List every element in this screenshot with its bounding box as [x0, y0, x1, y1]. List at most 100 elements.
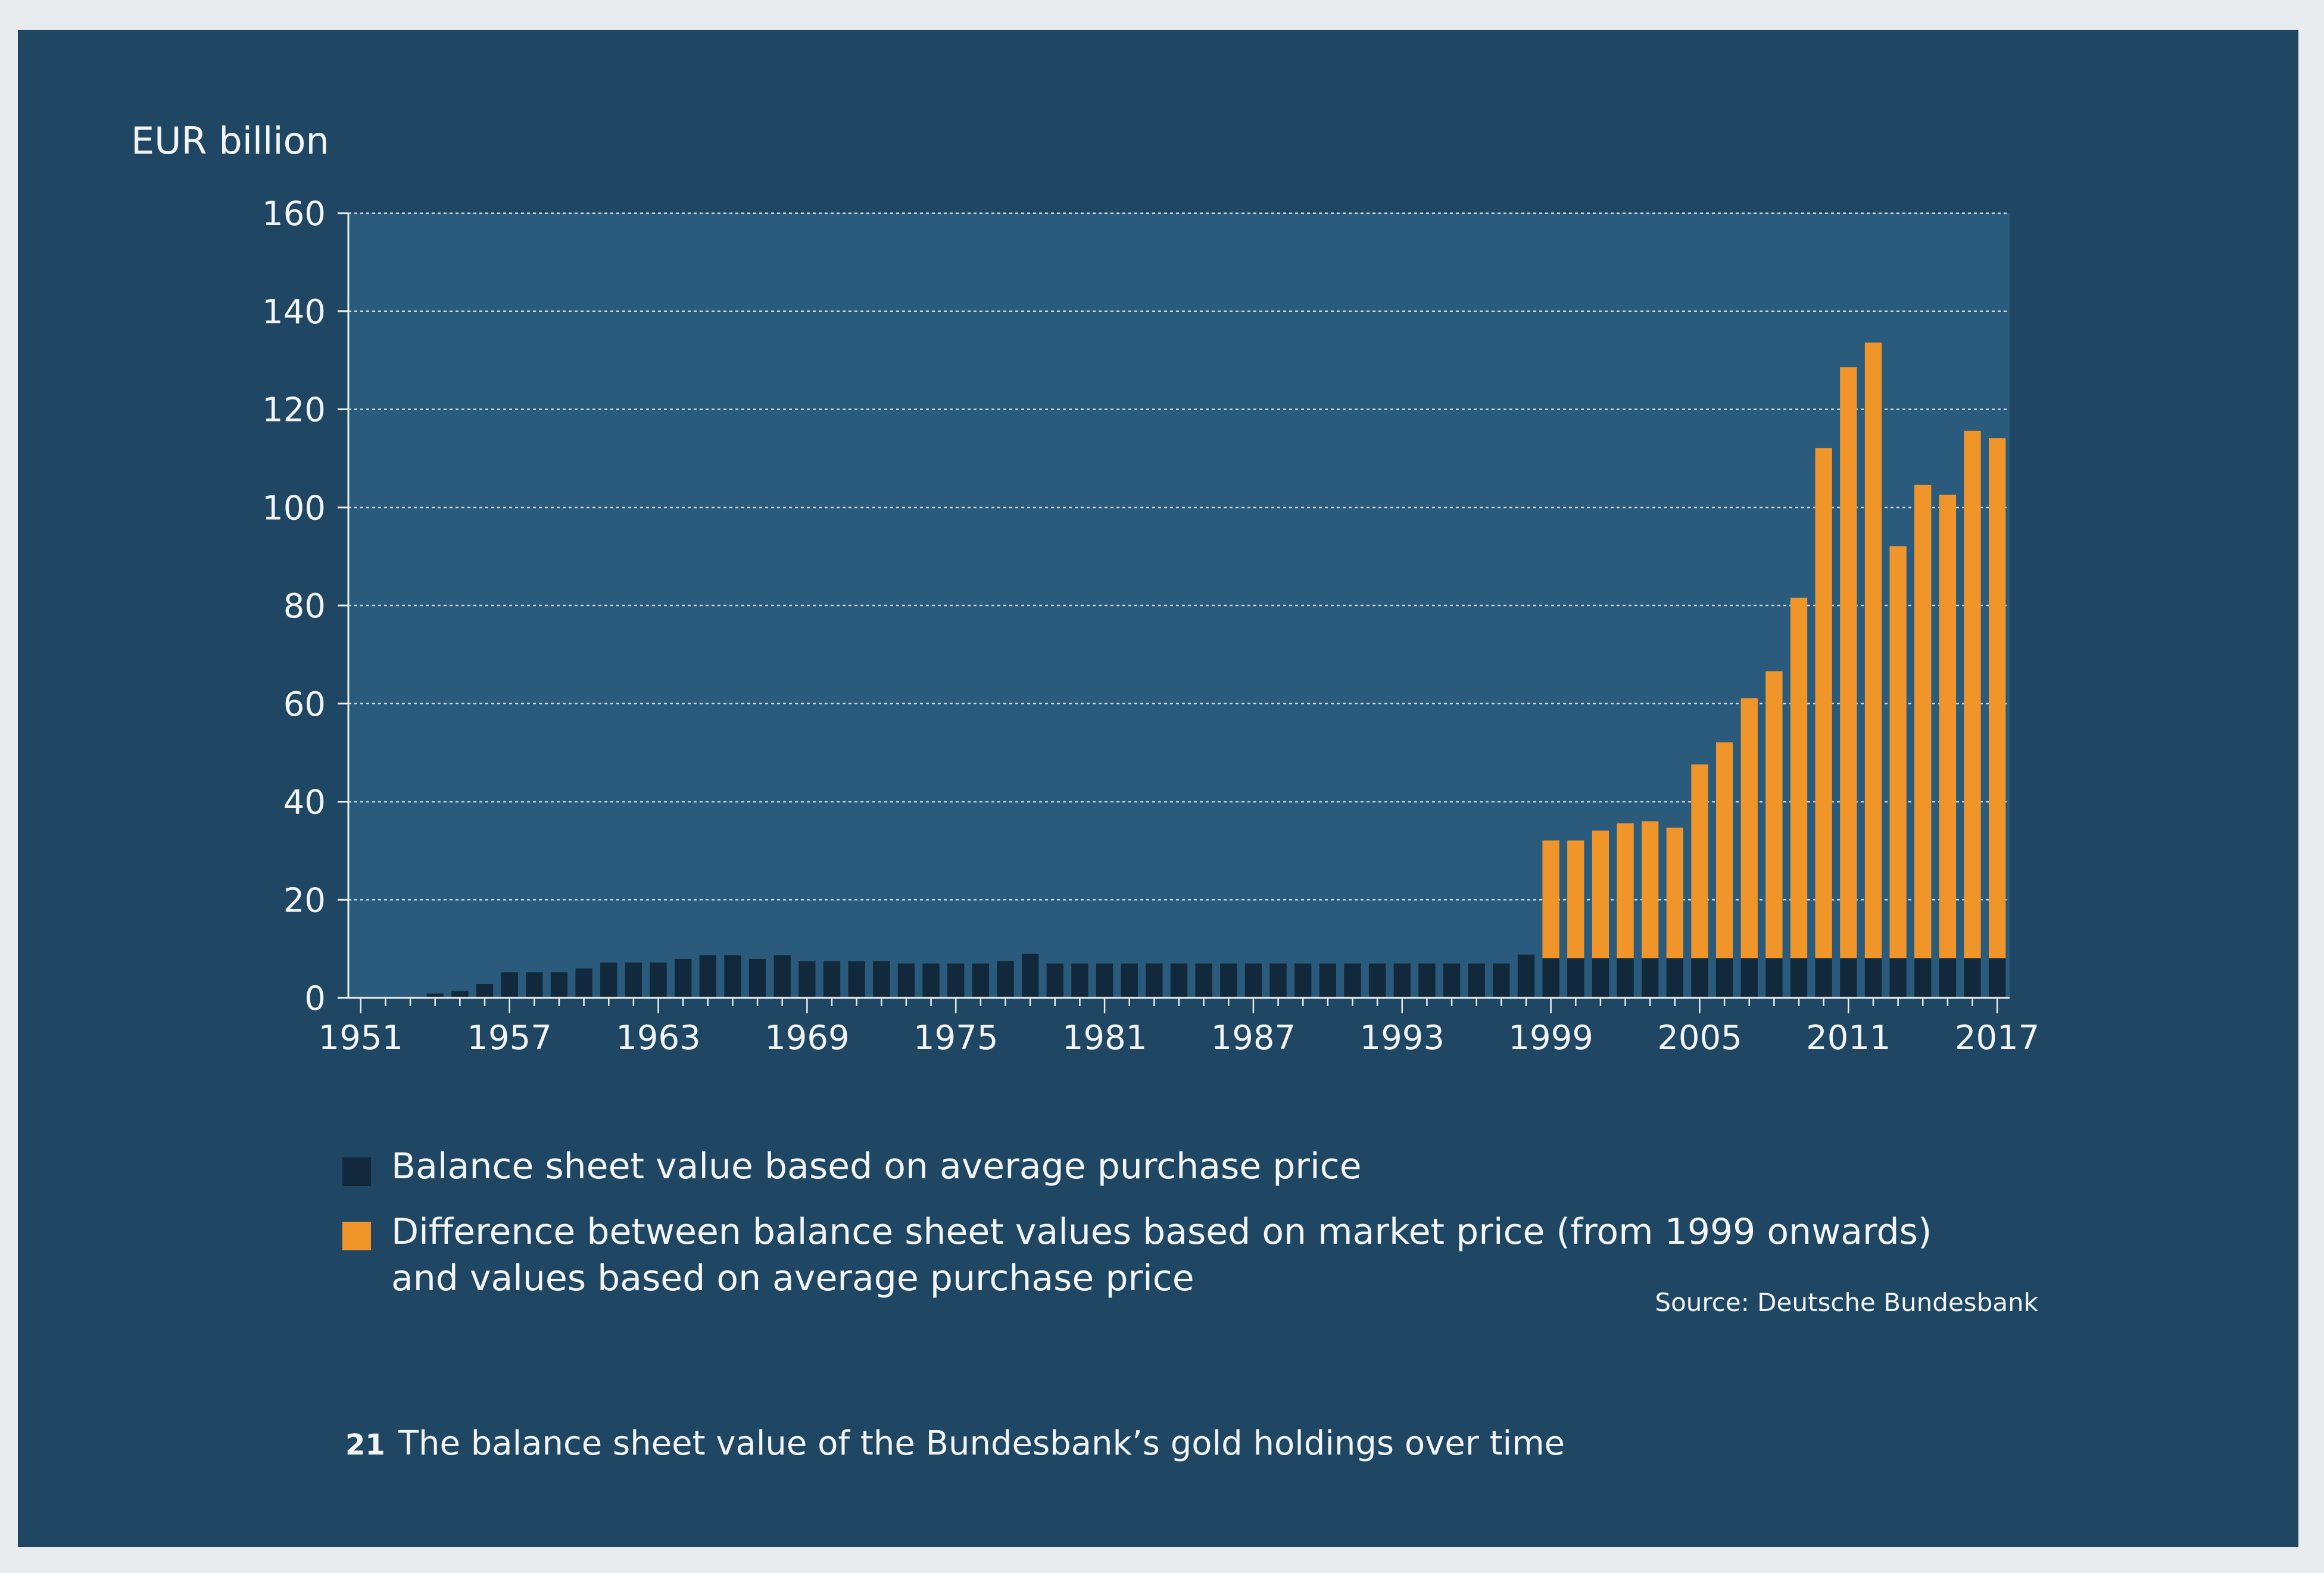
bar-balance-value [1294, 963, 1312, 998]
bar-balance-value [1889, 958, 1907, 998]
bar-market-difference [1840, 367, 1857, 959]
bar-balance-value [1319, 963, 1337, 998]
bar-balance-value [1493, 963, 1510, 998]
bar-balance-value [1765, 958, 1783, 998]
bar-balance-value [476, 984, 494, 998]
legend-label-difference-line-2: and values based on average purchase pri… [391, 1257, 1194, 1299]
bar-balance-value [1740, 958, 1758, 998]
x-tick-label: 2011 [1806, 1019, 1891, 1057]
bar-market-difference [1715, 742, 1733, 959]
y-axis-title: EUR billion [131, 119, 329, 163]
bar-balance-value [1393, 963, 1411, 998]
bar-balance-value [1964, 958, 1981, 998]
x-tick-label: 2005 [1657, 1019, 1742, 1057]
bar-market-difference [1864, 342, 1882, 959]
bar-balance-value [897, 963, 915, 998]
legend-label-balance: Balance sheet value based on average pur… [391, 1146, 1362, 1187]
y-tick-label: 40 [283, 784, 326, 822]
bar-balance-value [848, 961, 865, 998]
bar-balance-value [1840, 958, 1857, 998]
y-tick-label: 160 [262, 195, 326, 233]
bar-balance-value [972, 963, 990, 998]
bar-balance-value [550, 972, 568, 998]
legend-swatch-balance [342, 1157, 371, 1186]
bar-balance-value [1666, 958, 1683, 998]
x-tick-label: 1963 [616, 1019, 701, 1057]
bar-balance-value [575, 968, 592, 998]
bar-market-difference [1889, 546, 1907, 959]
bar-balance-value [600, 962, 617, 998]
bar-balance-value [426, 993, 444, 998]
figure-number: 21 [345, 1428, 385, 1462]
x-tick-label: 1993 [1360, 1019, 1445, 1057]
bar-market-difference [1914, 485, 1932, 959]
bar-balance-value [1815, 958, 1832, 998]
bar-balance-value [650, 962, 667, 998]
bar-balance-value [1939, 958, 1957, 998]
bar-balance-value [922, 963, 940, 998]
bar-balance-value [1220, 963, 1237, 998]
bar-balance-value [1170, 963, 1188, 998]
x-tick-label: 1957 [467, 1019, 552, 1057]
bar-market-difference [1592, 831, 1609, 959]
bar-balance-value [1046, 963, 1063, 998]
bar-balance-value [451, 991, 469, 998]
bar-market-difference [1567, 840, 1584, 959]
bar-balance-value [1567, 958, 1584, 998]
figure-caption: 21 The balance sheet value of the Bundesb… [345, 1424, 1565, 1463]
bar-balance-value [724, 955, 741, 998]
bar-balance-value [1096, 963, 1113, 998]
bar-balance-value [997, 961, 1014, 998]
bar-balance-value [675, 959, 692, 998]
bar-balance-value [1418, 963, 1436, 998]
bar-market-difference [1964, 430, 1981, 959]
x-tick-label: 2017 [1955, 1019, 2040, 1057]
bar-balance-value [1269, 963, 1287, 998]
bar-balance-value [1989, 958, 2006, 998]
x-tick-label: 1975 [913, 1019, 999, 1057]
bar-balance-value [748, 959, 766, 998]
bar-market-difference [1815, 448, 1832, 959]
y-tick-label: 100 [262, 489, 326, 528]
bar-balance-value [1642, 958, 1659, 998]
bar-balance-value [1468, 963, 1485, 998]
bar-market-difference [1989, 438, 2006, 959]
figure-title: The balance sheet value of the Bundesban… [398, 1424, 1565, 1463]
x-tick-label: 1987 [1211, 1019, 1296, 1057]
bar-balance-value [526, 972, 543, 998]
bar-balance-value [1715, 958, 1733, 998]
bar-balance-value [1790, 958, 1808, 998]
bar-market-difference [1617, 823, 1634, 959]
bar-balance-value [1864, 958, 1882, 998]
bar-balance-value [773, 955, 791, 998]
bar-balance-value [1121, 963, 1138, 998]
y-tick-label: 0 [304, 979, 326, 1018]
bar-balance-value [823, 961, 841, 998]
y-tick-label: 80 [283, 587, 326, 626]
bar-market-difference [1666, 828, 1683, 959]
source-note: Source: Deutsche Bundesbank [1655, 1288, 2038, 1317]
y-tick-label: 60 [283, 685, 326, 724]
bar-balance-value [1443, 963, 1461, 998]
bar-balance-value [798, 961, 816, 998]
bar-balance-value [501, 972, 518, 998]
bar-balance-value [1146, 963, 1163, 998]
x-tick-label: 1969 [765, 1019, 850, 1057]
bar-market-difference [1542, 840, 1559, 959]
y-tick-label: 20 [283, 881, 326, 920]
bar-balance-value [1071, 963, 1088, 998]
y-tick-label: 120 [262, 391, 326, 430]
bar-balance-value [1517, 954, 1535, 998]
bar-balance-value [625, 962, 642, 998]
bar-balance-value [699, 955, 716, 998]
bar-balance-value [1542, 958, 1559, 998]
y-tick-label: 140 [262, 293, 326, 332]
bar-balance-value [1368, 963, 1386, 998]
bar-balance-value [1617, 958, 1634, 998]
bar-market-difference [1642, 821, 1659, 959]
bar-balance-value [1021, 953, 1039, 998]
bar-balance-value [1195, 963, 1212, 998]
x-tick-label: 1951 [319, 1019, 404, 1057]
legend-label-difference-line-1: Difference between balance sheet values … [391, 1211, 1932, 1253]
